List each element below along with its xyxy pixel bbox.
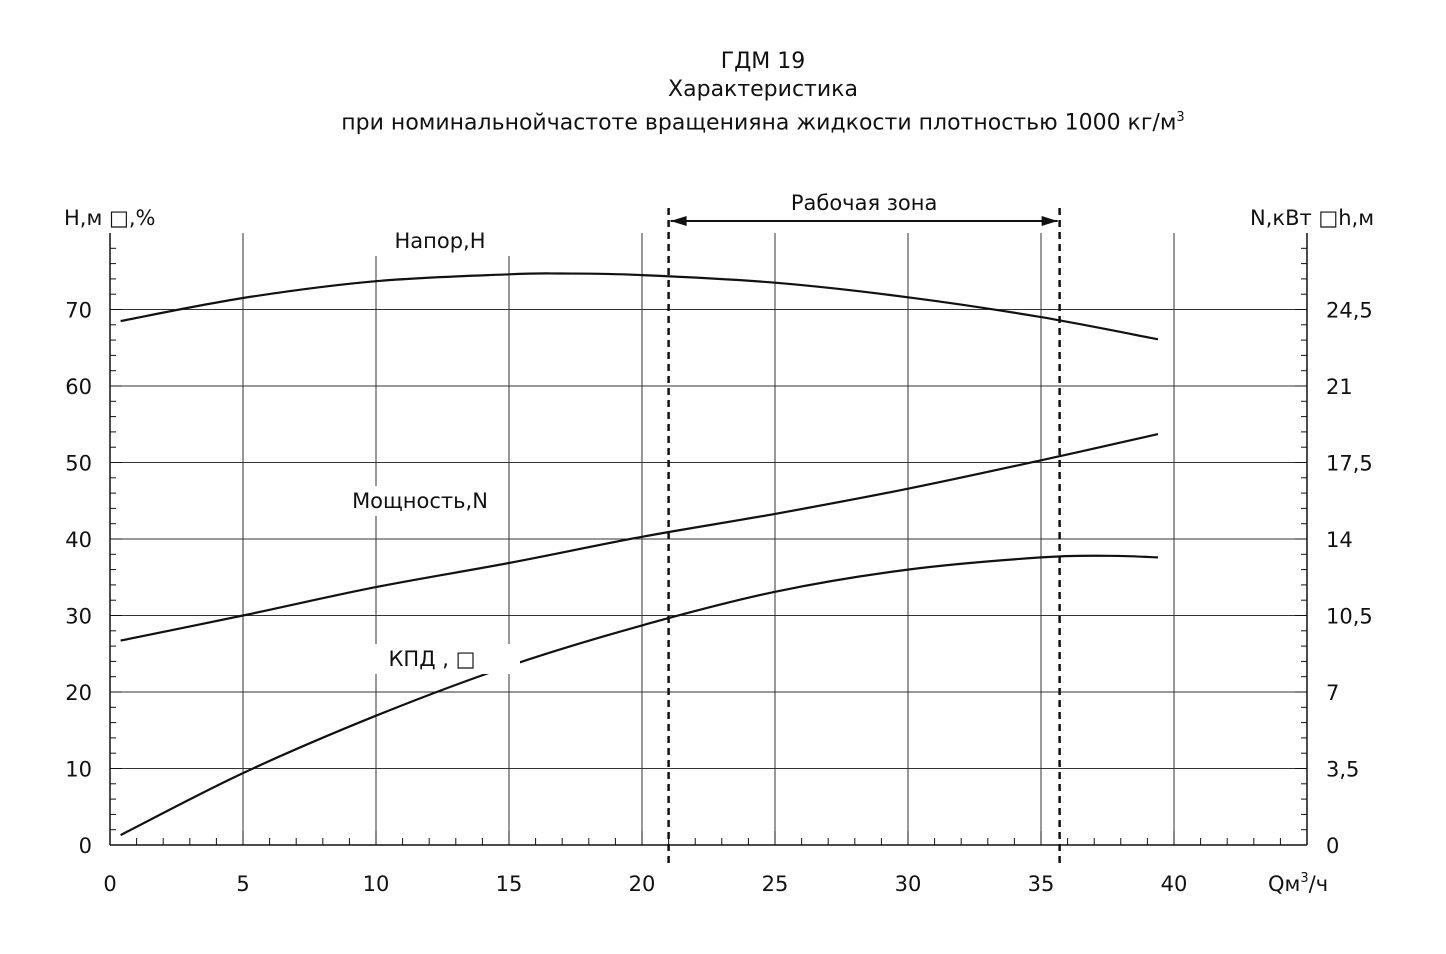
efficiency-curve-label-bg <box>344 644 520 674</box>
y-right-tick-label: 7 <box>1326 681 1339 705</box>
y-right-axis-title: N,кВт □h,м <box>1250 206 1374 230</box>
power-curve <box>120 433 1159 642</box>
grid <box>110 233 1307 845</box>
x-tick-label: 15 <box>496 872 523 896</box>
x-axis-title-tail: /ч <box>1309 872 1328 896</box>
x-tick-label: 5 <box>236 872 249 896</box>
y-left-tick-label: 60 <box>65 375 92 399</box>
head-curve-label: Напор,Н <box>394 229 485 253</box>
x-tick-label: 40 <box>1161 872 1188 896</box>
x-tick-label: 35 <box>1028 872 1055 896</box>
chart-title: ГДМ 19 <box>720 49 806 74</box>
chart-subtitle-conditions-text: при номинальнойчастоте вращенияна жидкос… <box>341 110 1177 136</box>
head-curve-label-bg <box>352 226 528 256</box>
y-right-tick-label: 21 <box>1326 375 1353 399</box>
y-left-tick-label: 70 <box>65 299 92 323</box>
series-lines <box>120 272 1159 837</box>
efficiency-curve <box>120 554 1159 837</box>
x-axis-title-text: Qм <box>1268 872 1300 896</box>
efficiency-curve-label: КПД , □ <box>389 647 476 671</box>
labels: H,м □,% N,кВт □h,м Qм3/ч Напор,Н Мощность,N К… <box>64 206 1374 896</box>
power-curve-label: Мощность,N <box>352 489 488 513</box>
y-left-tick-label: 30 <box>65 605 92 629</box>
power-curve-label-bg <box>332 486 508 516</box>
x-tick-label: 0 <box>103 872 116 896</box>
y-left-tick-label: 0 <box>79 834 92 858</box>
y-right-tick-label: 3,5 <box>1326 758 1359 782</box>
axes: 0 5 10 15 20 25 30 35 40 0 10 20 30 40 50 60 70 0 3,5 7 10,5… <box>65 233 1373 896</box>
x-tick-label: 10 <box>363 872 390 896</box>
y-right-tick-label: 14 <box>1326 528 1353 552</box>
working-zone-arrow-left-head <box>670 216 687 226</box>
head-curve <box>120 272 1159 341</box>
chart-subtitle: Характеристика <box>668 77 858 102</box>
x-tick-label: 25 <box>762 872 789 896</box>
x-tick-label: 20 <box>629 872 656 896</box>
x-axis-title-sup: 3 <box>1300 871 1308 886</box>
y-right-tick-label: 17,5 <box>1326 452 1373 476</box>
x-axis-title: Qм3/ч <box>1268 871 1328 896</box>
working-zone-label: Рабочая зона <box>791 191 938 215</box>
y-right-tick-label: 24,5 <box>1326 299 1373 323</box>
y-right-tick-label: 0 <box>1326 834 1339 858</box>
working-zone-arrow-right-head <box>1041 216 1058 226</box>
chart-subtitle-superscript: 3 <box>1176 110 1185 125</box>
y-left-tick-label: 50 <box>65 452 92 476</box>
chart-subtitle-conditions: при номинальнойчастоте вращенияна жидкос… <box>0 104 1446 137</box>
y-left-tick-label: 40 <box>65 528 92 552</box>
working-zone: Рабочая зона <box>667 191 1061 865</box>
y-left-tick-label: 10 <box>65 758 92 782</box>
chart-title-block: ГДМ 19 Характеристика при номинальнойчас… <box>0 48 1446 137</box>
x-tick-label: 30 <box>895 872 922 896</box>
y-right-tick-label: 10,5 <box>1326 605 1373 629</box>
y-left-axis-title: H,м □,% <box>64 206 155 230</box>
y-left-tick-label: 20 <box>65 681 92 705</box>
